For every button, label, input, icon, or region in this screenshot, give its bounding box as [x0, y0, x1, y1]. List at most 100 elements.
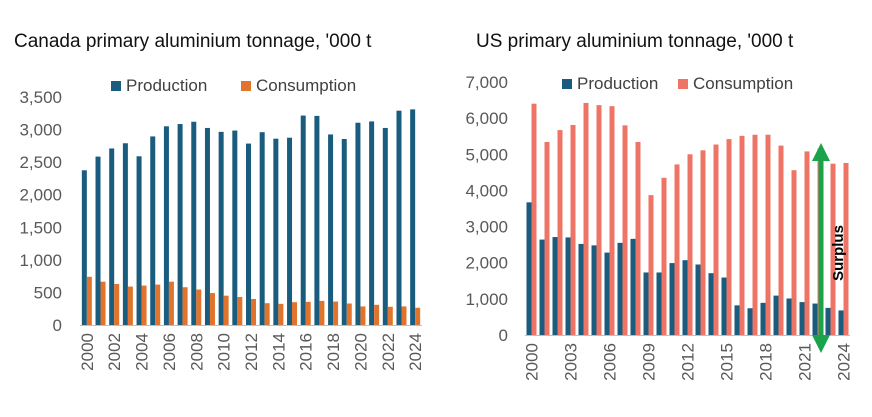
us-consumption-bar	[557, 130, 563, 335]
us-consumption-bar	[752, 134, 758, 335]
us-consumption-bar	[739, 135, 745, 335]
us-consumption-bar	[661, 177, 667, 335]
canada-consumption-bar	[251, 298, 256, 325]
canada-production-bar	[259, 132, 265, 325]
canada-consumption-bar	[319, 300, 325, 325]
us-x-tick-label: 2018	[757, 343, 776, 381]
canada-production-bar	[109, 148, 115, 325]
us-production-bar	[695, 264, 701, 335]
canada-x-tick-label: 2018	[324, 333, 343, 371]
canada-chart-title: Canada primary aluminium tonnage, '000 t	[14, 31, 372, 52]
canada-y-tick-label: 1,500	[19, 218, 62, 237]
canada-production-bar	[163, 126, 169, 325]
canada-consumption-bar	[127, 286, 133, 325]
canada-production-bar	[81, 170, 87, 325]
us-production-bar	[591, 245, 597, 335]
canada-y-tick-label: 3,500	[19, 88, 62, 107]
us-x-tick-label: 2003	[562, 343, 581, 381]
us-consumption-bar	[778, 145, 784, 335]
canada-y-tick-label: 0	[53, 316, 62, 335]
canada-consumption-bar	[196, 289, 202, 325]
canada-chart: 0 500 1,000 1,500 2,000 2,500 3,000 3,500 2000 20…	[19, 76, 425, 371]
canada-production-bar	[382, 127, 388, 325]
canada-y-tick-label: 2,500	[19, 153, 62, 172]
us-production-bar	[838, 310, 844, 335]
us-consumption-bar	[726, 139, 732, 335]
canada-production-bar	[300, 115, 306, 326]
canada-production-bar	[410, 109, 416, 326]
canada-consumption-bar	[264, 303, 270, 325]
us-legend-production-swatch	[562, 79, 572, 89]
canada-y-tick-label: 1,000	[19, 251, 62, 270]
canada-x-tick-label: 2000	[78, 333, 97, 371]
canada-production-bar	[177, 124, 183, 325]
us-x-tick-label: 2024	[835, 343, 854, 381]
us-consumption-bar	[700, 150, 706, 335]
canada-production-bar	[369, 121, 375, 325]
canada-production-bar	[191, 121, 197, 325]
us-production-bar	[682, 260, 688, 335]
us-consumption-bar	[765, 134, 771, 335]
canada-consumption-bar	[387, 306, 393, 325]
canada-production-bar	[355, 122, 361, 325]
canada-x-tick-label: 2014	[269, 333, 288, 371]
canada-consumption-bar	[237, 296, 243, 325]
canada-consumption-bar	[155, 284, 161, 325]
us-chart: 0 1,000 2,000 3,000 4,000 5,000 6,000 7,000 2000…	[465, 73, 854, 381]
canada-x-tick-label: 2008	[187, 333, 206, 371]
us-consumption-bar	[843, 162, 849, 335]
canada-production-bar	[287, 137, 293, 325]
us-production-bar	[539, 239, 545, 335]
canada-y-tick-label: 2,000	[19, 186, 62, 205]
us-surplus-arrow-head-up	[812, 143, 830, 161]
us-consumption-bar	[609, 106, 615, 335]
us-x-tick-label: 2009	[640, 343, 659, 381]
us-chart-panel: US primary aluminium tonnage, '000 t 0 1,…	[436, 0, 872, 417]
us-production-bar	[669, 263, 675, 335]
canada-y-tick-label: 500	[34, 283, 62, 302]
canada-x-tick-label: 2020	[351, 333, 370, 371]
canada-x-tick-label: 2022	[379, 333, 398, 371]
canada-legend-consumption-swatch	[241, 81, 251, 91]
us-consumption-bar	[674, 164, 680, 335]
canada-production-bar	[95, 156, 101, 325]
canada-production-bar	[204, 127, 210, 325]
us-production-bar	[734, 305, 740, 335]
canada-production-bar	[150, 136, 156, 325]
canada-consumption-bar	[100, 281, 106, 325]
us-x-tick-label: 2021	[796, 343, 815, 381]
canada-consumption-bar	[278, 303, 284, 325]
canada-consumption-bar	[374, 304, 380, 325]
us-production-bar	[825, 307, 831, 335]
canada-consumption-bar	[86, 276, 92, 325]
us-consumption-bar	[713, 144, 719, 335]
us-consumption-bar	[791, 170, 797, 335]
canada-consumption-bar	[346, 303, 352, 325]
canada-x-tick-label: 2016	[297, 333, 316, 371]
canada-legend-production-swatch	[111, 81, 121, 91]
us-consumption-bar	[531, 103, 537, 335]
us-y-tick-label: 4,000	[465, 181, 508, 200]
canada-consumption-bar	[292, 302, 298, 325]
us-y-tick-label: 1,000	[465, 290, 508, 309]
us-consumption-bar	[570, 125, 576, 335]
us-consumption-bar	[804, 151, 810, 335]
canada-production-bar	[232, 130, 238, 325]
us-y-tick-label: 6,000	[465, 109, 508, 128]
us-production-bar	[552, 237, 558, 335]
canada-x-tick-label: 2012	[242, 333, 261, 371]
canada-x-tick-label: 2004	[133, 333, 152, 371]
us-x-tick-label: 2000	[523, 343, 542, 381]
canada-production-bar	[328, 134, 334, 325]
us-surplus-label: Surplus	[830, 225, 847, 281]
canada-x-tick-label: 2002	[105, 333, 124, 371]
canada-production-bar	[273, 138, 279, 325]
canada-consumption-bar	[401, 306, 407, 325]
us-surplus-arrow-head-down	[812, 335, 830, 353]
canada-x-tick-label: 2024	[406, 333, 425, 371]
us-consumption-bar	[596, 105, 602, 335]
us-production-bar	[578, 243, 584, 335]
us-production-bar	[760, 302, 766, 335]
us-production-bar	[773, 295, 779, 335]
canada-consumption-bar	[305, 301, 311, 325]
